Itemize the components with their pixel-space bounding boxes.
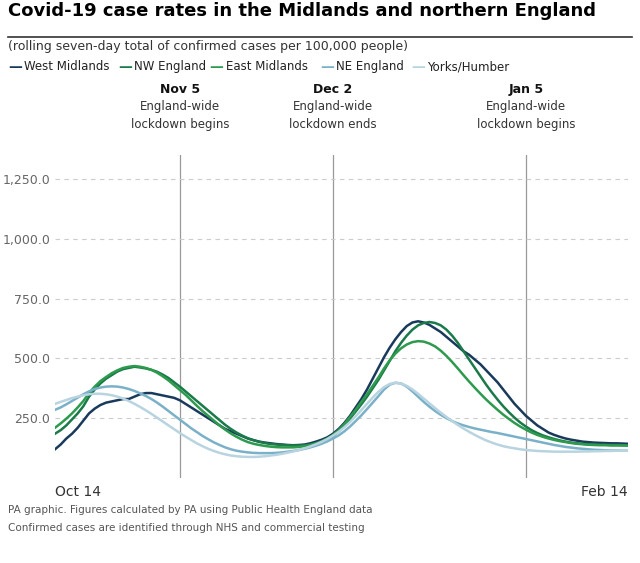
Text: Jan 5: Jan 5 [508,83,543,96]
Text: NW England: NW England [134,60,207,73]
Text: Feb 14: Feb 14 [581,485,628,499]
Text: lockdown begins: lockdown begins [131,118,229,131]
Text: lockdown ends: lockdown ends [289,118,377,131]
Text: (rolling seven-day total of confirmed cases per 100,000 people): (rolling seven-day total of confirmed ca… [8,40,408,53]
Text: Nov 5: Nov 5 [160,83,200,96]
Text: Oct 14: Oct 14 [55,485,101,499]
Text: England-wide: England-wide [293,100,373,113]
Text: West Midlands: West Midlands [24,60,109,73]
Text: Covid-19 case rates in the Midlands and northern England: Covid-19 case rates in the Midlands and … [8,2,596,20]
Text: NE England: NE England [336,60,404,73]
Text: Confirmed cases are identified through NHS and commercial testing: Confirmed cases are identified through N… [8,523,365,533]
Text: East Midlands: East Midlands [225,60,307,73]
Text: —: — [209,60,223,74]
Text: —: — [320,60,334,74]
Text: Yorks/Humber: Yorks/Humber [427,60,509,73]
Text: lockdown begins: lockdown begins [477,118,575,131]
Text: —: — [8,60,22,74]
Text: —: — [411,60,425,74]
Text: England-wide: England-wide [140,100,220,113]
Text: Dec 2: Dec 2 [314,83,353,96]
Text: —: — [118,60,132,74]
Text: England-wide: England-wide [486,100,566,113]
Text: PA graphic. Figures calculated by PA using Public Health England data: PA graphic. Figures calculated by PA usi… [8,505,372,515]
